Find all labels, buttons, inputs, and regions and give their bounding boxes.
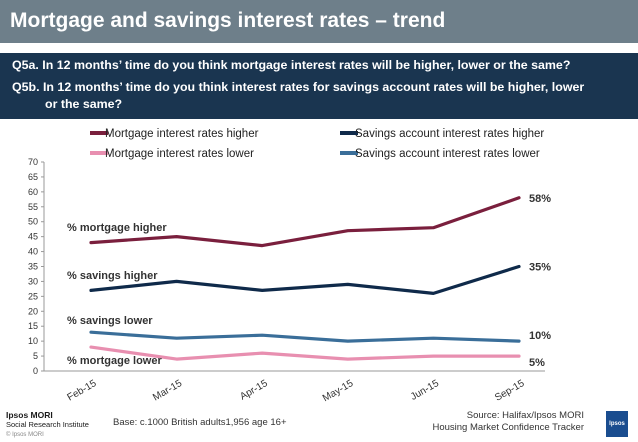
end-label-2: 5% xyxy=(529,357,545,369)
y-tick-label: 60 xyxy=(28,187,38,197)
series-line-3 xyxy=(89,330,521,343)
series-annotation-3: % savings lower xyxy=(67,315,153,327)
y-tick-label: 5 xyxy=(33,351,38,361)
series-annotation-0: % mortgage higher xyxy=(67,222,167,234)
y-tick-label: 15 xyxy=(28,321,38,331)
question-q5b: Q5b. In 12 months’ time do you think int… xyxy=(12,79,584,113)
x-tick-label: Feb-15 xyxy=(66,378,99,404)
y-tick-label: 0 xyxy=(33,366,38,376)
y-tick-label: 10 xyxy=(28,336,38,346)
series-line-0 xyxy=(89,196,521,248)
x-tick-label: Apr-15 xyxy=(238,378,270,403)
legend-label-2: Mortgage interest rates lower xyxy=(105,148,254,160)
y-tick-label: 30 xyxy=(28,276,38,286)
page-title: Mortgage and savings interest rates – tr… xyxy=(10,9,446,32)
y-tick-label: 50 xyxy=(28,217,38,227)
y-tick-label: 20 xyxy=(28,306,38,316)
series-annotation-2: % mortgage lower xyxy=(67,355,162,367)
x-tick-label: Mar-15 xyxy=(151,378,184,404)
base-note: Base: c.1000 British adults1,956 age 16+ xyxy=(113,417,287,428)
y-tick-label: 45 xyxy=(28,232,38,242)
series-annotation-1: % savings higher xyxy=(67,270,158,282)
question-q5b-line1: Q5b. In 12 months’ time do you think int… xyxy=(12,80,585,94)
copyright: © Ipsos MORI xyxy=(6,432,44,438)
x-tick-label: Jun-15 xyxy=(409,378,441,403)
y-tick-label: 35 xyxy=(28,262,38,272)
source-line2: Housing Market Confidence Tracker xyxy=(432,422,584,433)
question-box: Q5a. In 12 months’ time do you think mor… xyxy=(0,53,638,119)
line-chart: 0 5 10 15 20 25 30 35 40 45 50 55 60 65 70 Feb-15 Mar-15… xyxy=(28,128,551,404)
x-tick-label: Sep-15 xyxy=(493,378,527,404)
ipsos-logo: Ipsos MORI Social Research Institute © I… xyxy=(6,410,89,440)
x-tick-label: May-15 xyxy=(321,378,356,404)
logo-line1: Ipsos MORI xyxy=(6,410,53,420)
ipsos-badge: Ipsos xyxy=(606,411,628,437)
y-tick-label: 40 xyxy=(28,247,38,257)
end-label-0: 58% xyxy=(529,193,551,205)
source-line1: Source: Halifax/Ipsos MORI xyxy=(466,410,584,421)
source-note: Source: Halifax/Ipsos MORI Housing Marke… xyxy=(432,410,584,434)
end-label-3: 10% xyxy=(529,330,551,342)
series-line-1 xyxy=(89,264,521,295)
series-line-2 xyxy=(89,345,521,361)
legend-label-3: Savings account interest rates lower xyxy=(355,148,540,160)
y-tick-label: 55 xyxy=(28,202,38,212)
end-label-1: 35% xyxy=(529,262,551,274)
legend-label-0: Mortgage interest rates higher xyxy=(105,128,259,140)
logo-line2: Social Research Institute xyxy=(6,420,89,429)
y-tick-label: 65 xyxy=(28,172,38,182)
y-tick-label: 70 xyxy=(28,157,38,167)
question-q5b-line2: or the same? xyxy=(45,97,123,111)
legend-label-1: Savings account interest rates higher xyxy=(355,128,544,140)
question-q5a: Q5a. In 12 months’ time do you think mor… xyxy=(12,58,571,72)
y-tick-label: 25 xyxy=(28,291,38,301)
title-bar: Mortgage and savings interest rates – tr… xyxy=(0,0,638,43)
